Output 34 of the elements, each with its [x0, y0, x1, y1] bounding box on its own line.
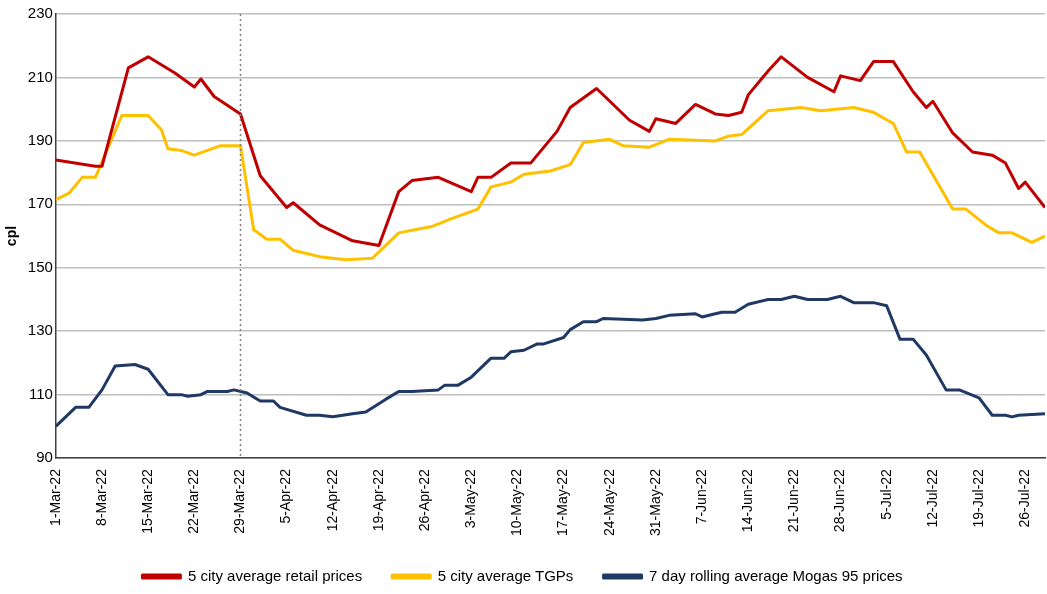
x-tick-label: 31-May-22	[646, 468, 663, 536]
y-tick-label: 110	[28, 384, 53, 402]
x-tick-label: 28-Jun-22	[831, 468, 848, 533]
y-tick-label: 130	[27, 321, 53, 339]
x-tick-label: 14-Jun-22	[739, 468, 756, 533]
x-tick-label: 24-May-22	[600, 468, 617, 536]
x-tick-label: 7-Jun-22	[692, 468, 709, 525]
x-tick-label: 26-Apr-22	[415, 468, 432, 532]
x-tick-label: 29-Mar-22	[231, 468, 248, 534]
y-tick-label: 230	[27, 4, 53, 22]
legend-label: 7 day rolling average Mogas 95 prices	[649, 566, 903, 584]
x-tick-label: 12-Apr-22	[323, 468, 340, 532]
x-tick-label: 5-Apr-22	[277, 468, 294, 524]
x-tick-label: 1-Mar-22	[46, 468, 63, 526]
y-tick-label: 90	[36, 448, 53, 466]
y-axis-title: cpl	[3, 225, 20, 247]
x-tick-label: 17-May-22	[554, 468, 571, 536]
y-tick-label: 190	[27, 131, 53, 149]
x-tick-label: 19-Apr-22	[369, 468, 386, 532]
x-tick-label: 21-Jun-22	[785, 468, 802, 533]
x-tick-label: 8-Mar-22	[92, 468, 109, 526]
x-tick-label: 12-Jul-22	[923, 468, 940, 528]
x-tick-label: 5-Jul-22	[877, 468, 894, 520]
legend-label: 5 city average TGPs	[437, 566, 574, 584]
y-tick-label: 170	[27, 194, 53, 212]
legend-label: 5 city average retail prices	[187, 566, 363, 584]
x-tick-label: 19-Jul-22	[969, 468, 986, 528]
x-tick-label: 10-May-22	[508, 468, 525, 536]
y-tick-label: 150	[27, 257, 53, 275]
x-tick-label: 15-Mar-22	[139, 468, 156, 534]
x-tick-label: 26-Jul-22	[1016, 468, 1033, 528]
y-tick-label: 210	[27, 67, 53, 85]
x-tick-label: 22-Mar-22	[185, 468, 202, 534]
x-tick-label: 3-May-22	[462, 468, 479, 529]
